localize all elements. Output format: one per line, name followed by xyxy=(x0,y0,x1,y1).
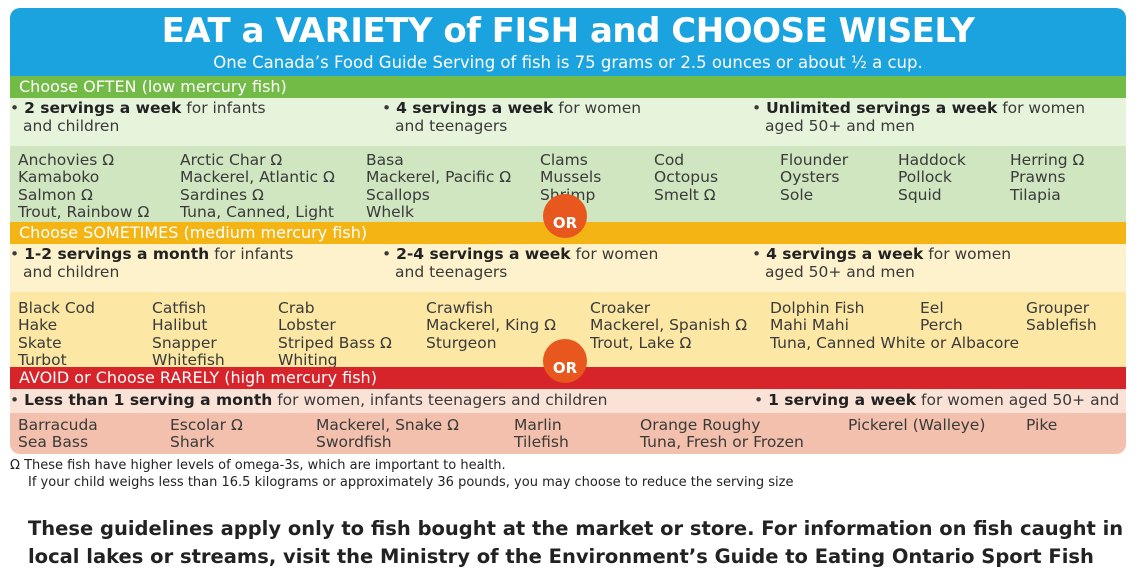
sometimes-serving-women: • 2-4 servings a week for women and teen… xyxy=(382,245,659,281)
fish-column: Escolar Ω Shark xyxy=(170,416,243,452)
fish-column: Crawfish Mackerel, King Ω Sturgeon xyxy=(426,299,556,352)
fish-column: Marlin Tilefish xyxy=(514,416,569,452)
fish-column: Anchovies Ω Kamaboko Salmon Ω Trout, Rainbo… xyxy=(18,151,150,222)
often-serving-women: • 4 servings a week for women and teenag… xyxy=(382,99,642,135)
fish-column: Orange Roughy Tuna, Fresh or Frozen xyxy=(640,416,804,452)
sometimes-serving-infants: • 1-2 servings a month for infants and c… xyxy=(10,245,294,281)
fish-column: Flounder Oysters Sole xyxy=(780,151,849,204)
page-title: EAT a VARIETY of FISH and CHOOSE WISELY xyxy=(10,8,1126,52)
fish-column: Crab Lobster Striped Bass Ω Whiting xyxy=(278,299,392,370)
sometimes-servings-row: • 1-2 servings a month for infants and c… xyxy=(10,244,1126,292)
often-serving-adults: • Unlimited servings a week for women ag… xyxy=(752,99,1086,135)
fish-column: Herring Ω Prawns Tilapia xyxy=(1010,151,1085,204)
sometimes-fish-list: Black Cod Hake Skate Turbot Catfish Halibut S… xyxy=(10,292,1126,370)
fish-column: Croaker Mackerel, Spanish Ω Trout, Lake Ω xyxy=(590,299,748,352)
fish-column: Eel Perch xyxy=(920,299,963,335)
sometimes-serving-adults: • 4 servings a week for women aged 50+ a… xyxy=(752,245,1012,281)
avoid-serving-women-children: • Less than 1 serving a month for women,… xyxy=(10,391,608,409)
fish-column: Mackerel, Snake Ω Swordfish xyxy=(316,416,459,452)
fish-column: Arctic Char Ω Mackerel, Atlantic Ω Sardine… xyxy=(180,151,335,222)
fish-column: Pike xyxy=(1026,416,1058,434)
fish-column: Dolphin Fish Mahi Mahi Tuna, Canned White … xyxy=(770,299,1019,352)
footnote-child-weight: If your child weighs less than 16.5 kilo… xyxy=(28,475,794,490)
fish-column: Catfish Halibut Snapper Whitefish xyxy=(152,299,225,370)
often-fish-list: Anchovies Ω Kamaboko Salmon Ω Trout, Rainbo… xyxy=(10,146,1126,222)
avoid-fish-list: Barracuda Sea Bass Escolar Ω Shark Mackere… xyxy=(10,413,1126,454)
fish-column: Haddock Pollock Squid xyxy=(898,151,966,204)
fish-column: Pickerel (Walleye) xyxy=(848,416,986,434)
often-band: Choose OFTEN (low mercury fish) xyxy=(10,76,1126,98)
page-subtitle: One Canada’s Food Guide Serving of fish … xyxy=(10,52,1126,76)
fish-column: Grouper Sablefish xyxy=(1026,299,1097,335)
often-servings-row: • 2 servings a week for infants and chil… xyxy=(10,98,1126,146)
fish-guide-card: EAT a VARIETY of FISH and CHOOSE WISELY … xyxy=(10,8,1126,454)
fish-column: Basa Mackerel, Pacific Ω Scallops Whelk xyxy=(366,151,512,222)
fish-column: Cod Octopus Smelt Ω xyxy=(654,151,719,204)
often-serving-infants: • 2 servings a week for infants and chil… xyxy=(10,99,266,135)
fish-column: Barracuda Sea Bass xyxy=(18,416,98,452)
bottom-guidelines-text: These guidelines apply only to fish boug… xyxy=(28,517,1124,568)
or-badge: OR xyxy=(543,194,587,238)
footnote-omega: Ω These fish have higher levels of omega… xyxy=(10,458,506,473)
or-badge: OR xyxy=(543,339,587,383)
fish-column: Black Cod Hake Skate Turbot xyxy=(18,299,96,370)
avoid-servings-row: • Less than 1 serving a month for women,… xyxy=(10,389,1126,427)
